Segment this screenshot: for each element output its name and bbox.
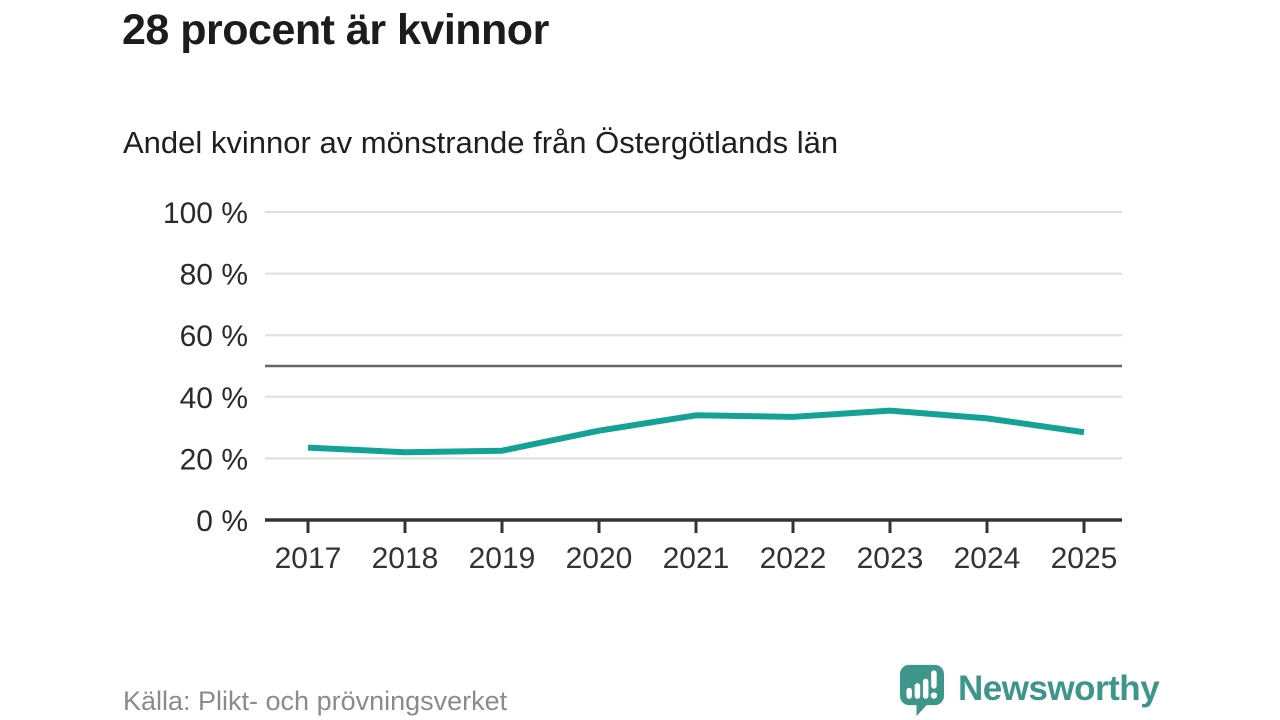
brand-wordmark: Newsworthy [958,669,1160,708]
x-tick-label: 2020 [566,542,633,575]
chart-subtitle: Andel kvinnor av mönstrande från Östergö… [123,125,839,160]
x-tick-label: 2023 [857,542,924,575]
data-line-andel-kvinnor-av-m-nstrande [307,407,1085,456]
speech-bubble-bar-chart-icon [900,664,944,717]
x-tick-label: 2025 [1051,542,1118,575]
x-tick-label: 2022 [760,542,827,575]
y-tick-label: 0 % [196,505,248,538]
y-tick-label: 80 % [180,259,248,292]
x-tick-label: 2018 [372,542,439,575]
newsworthy-logo: Newsworthy [898,663,1160,718]
y-tick-label: 100 % [163,197,248,230]
line-chart: 0 % 20 % 40 % 60 % 80 % 100 % 2017 2018 2019 2020… [163,197,1122,575]
x-tick-label: 2021 [663,542,730,575]
y-tick-label: 60 % [180,320,248,353]
x-tick-label: 2019 [469,542,536,575]
x-tick-label: 2017 [275,542,342,575]
x-tick-label: 2024 [954,542,1021,575]
source-attribution: Källa: Plikt- och prövningsverket [123,686,508,716]
page-title: 28 procent är kvinnor [122,6,549,54]
y-tick-label: 40 % [180,382,248,415]
y-tick-label: 20 % [180,443,248,476]
